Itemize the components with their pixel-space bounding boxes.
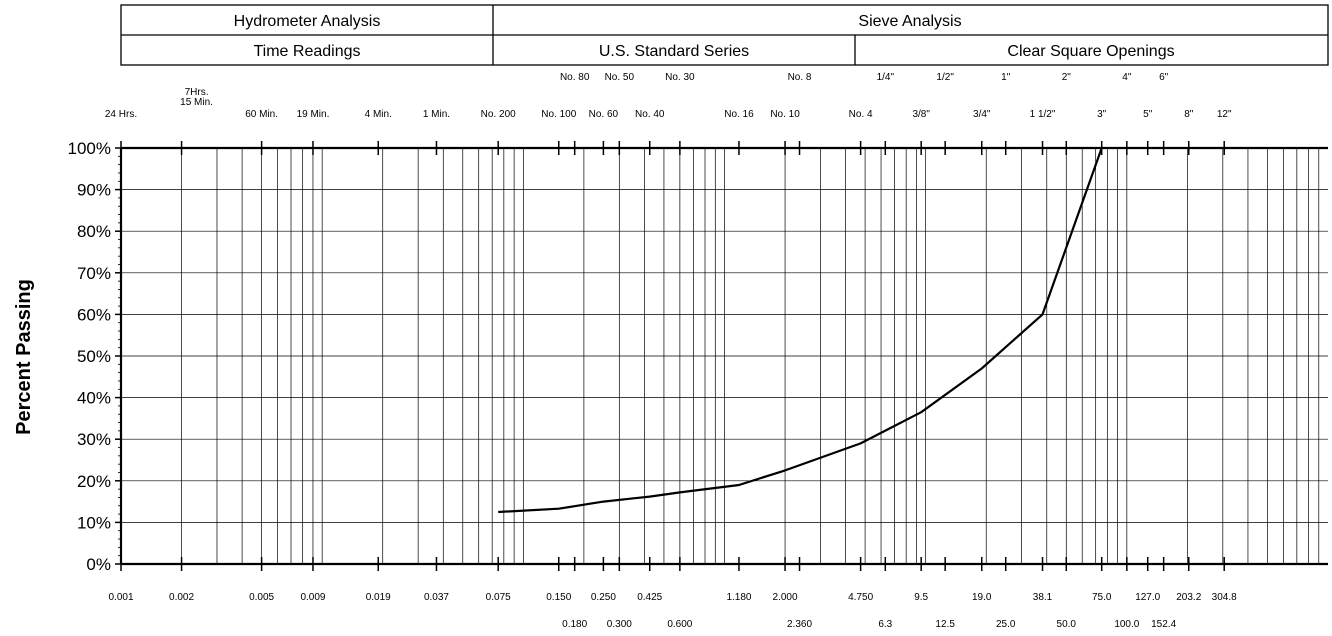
sieve-label-upper: No. 50 <box>605 72 635 83</box>
time-label: 7Hrs. <box>185 87 209 98</box>
x-tick-label: 38.1 <box>1033 592 1053 603</box>
y-tick-label: 30% <box>77 430 111 449</box>
sieve-label-lower: No. 60 <box>589 109 619 120</box>
time-label: 4 Min. <box>365 109 392 120</box>
header-us-standard-series: U.S. Standard Series <box>599 43 749 60</box>
sieve-label-upper: No. 8 <box>788 72 812 83</box>
sieve-label-lower: No. 40 <box>635 109 665 120</box>
grid-layer <box>121 147 1328 565</box>
label-layer: 0% 10% 20% 30% 40% 50% 60% 70% 80% 90% 100% 24 Hrs.… <box>68 72 1238 630</box>
time-label: 1 Min. <box>423 109 450 120</box>
y-tick-label: 10% <box>77 513 111 532</box>
sieve-label-upper: 1/4" <box>877 72 895 83</box>
x-tick-label-secondary: 12.5 <box>935 619 955 630</box>
series-layer <box>498 147 1103 514</box>
x-tick-label-secondary: 50.0 <box>1057 619 1077 630</box>
x-tick-label: 4.750 <box>848 592 873 603</box>
sieve-label-lower: 5" <box>1143 109 1153 120</box>
y-tick-label: 0% <box>86 555 111 574</box>
header-clear-square-openings: Clear Square Openings <box>1007 43 1174 60</box>
y-tick-label: 60% <box>77 305 111 324</box>
sieve-label-upper: 4" <box>1122 72 1132 83</box>
gradation-curve <box>498 147 1103 514</box>
sieve-label-lower: 3/4" <box>973 109 991 120</box>
x-tick-label: 0.037 <box>424 592 449 603</box>
x-tick-label-secondary: 0.180 <box>562 619 587 630</box>
x-tick-label: 0.009 <box>300 592 325 603</box>
y-tick-label: 100% <box>68 139 111 158</box>
x-tick-label-secondary: 0.600 <box>667 619 692 630</box>
x-tick-label-secondary: 100.0 <box>1114 619 1139 630</box>
sieve-label-upper: No. 30 <box>665 72 695 83</box>
x-tick-label: 203.2 <box>1176 592 1201 603</box>
x-tick-label: 0.250 <box>591 592 616 603</box>
x-tick-label: 127.0 <box>1135 592 1160 603</box>
y-tick-label: 70% <box>77 264 111 283</box>
time-label: 19 Min. <box>297 109 330 120</box>
x-tick-label: 75.0 <box>1092 592 1112 603</box>
header-time-readings: Time Readings <box>253 43 360 60</box>
y-tick-label: 90% <box>77 181 111 200</box>
x-tick-label: 0.075 <box>486 592 511 603</box>
x-tick-label: 19.0 <box>972 592 992 603</box>
sieve-label-lower: No. 200 <box>481 109 516 120</box>
sieve-label-lower: No. 100 <box>541 109 576 120</box>
y-tick-label: 50% <box>77 347 111 366</box>
sieve-label-upper: 1/2" <box>936 72 954 83</box>
x-tick-label: 0.150 <box>546 592 571 603</box>
y-tick-label: 40% <box>77 389 111 408</box>
x-tick-label: 0.019 <box>366 592 391 603</box>
y-tick-label: 80% <box>77 222 111 241</box>
sieve-label-upper: No. 80 <box>560 72 590 83</box>
x-tick-label: 0.002 <box>169 592 194 603</box>
time-label: 60 Min. <box>245 109 278 120</box>
x-tick-label-secondary: 6.3 <box>878 619 892 630</box>
x-tick-label: 0.005 <box>249 592 274 603</box>
analysis-header <box>120 4 1329 66</box>
sieve-label-upper: 1" <box>1001 72 1011 83</box>
x-tick-label: 0.001 <box>108 592 133 603</box>
x-tick-label: 2.000 <box>773 592 798 603</box>
x-tick-label: 1.180 <box>726 592 751 603</box>
header-sieve-analysis: Sieve Analysis <box>858 13 961 30</box>
x-tick-label: 9.5 <box>914 592 928 603</box>
sieve-label-lower: No. 4 <box>849 109 873 120</box>
y-axis-label: Percent Passing <box>13 279 35 435</box>
x-tick-label: 0.425 <box>637 592 662 603</box>
sieve-label-upper: 2" <box>1062 72 1072 83</box>
sieve-label-upper: 6" <box>1159 72 1169 83</box>
x-tick-label: 304.8 <box>1212 592 1237 603</box>
header-hydrometer-analysis: Hydrometer Analysis <box>234 13 381 30</box>
time-label: 15 Min. <box>180 97 213 108</box>
sieve-label-lower: 3/8" <box>912 109 930 120</box>
sieve-label-lower: 8" <box>1184 109 1194 120</box>
y-tick-label: 20% <box>77 472 111 491</box>
x-tick-label-secondary: 25.0 <box>996 619 1016 630</box>
sieve-label-lower: 12" <box>1217 109 1232 120</box>
x-tick-label-secondary: 2.360 <box>787 619 812 630</box>
time-label: 24 Hrs. <box>105 109 137 120</box>
x-tick-label-secondary: 152.4 <box>1151 619 1176 630</box>
sieve-label-lower: No. 10 <box>770 109 800 120</box>
sieve-label-lower: 1 1/2" <box>1030 109 1056 120</box>
sieve-label-lower: No. 16 <box>724 109 754 120</box>
axis-layer <box>115 141 1328 571</box>
sieve-label-lower: 3" <box>1097 109 1107 120</box>
x-tick-label-secondary: 0.300 <box>607 619 632 630</box>
